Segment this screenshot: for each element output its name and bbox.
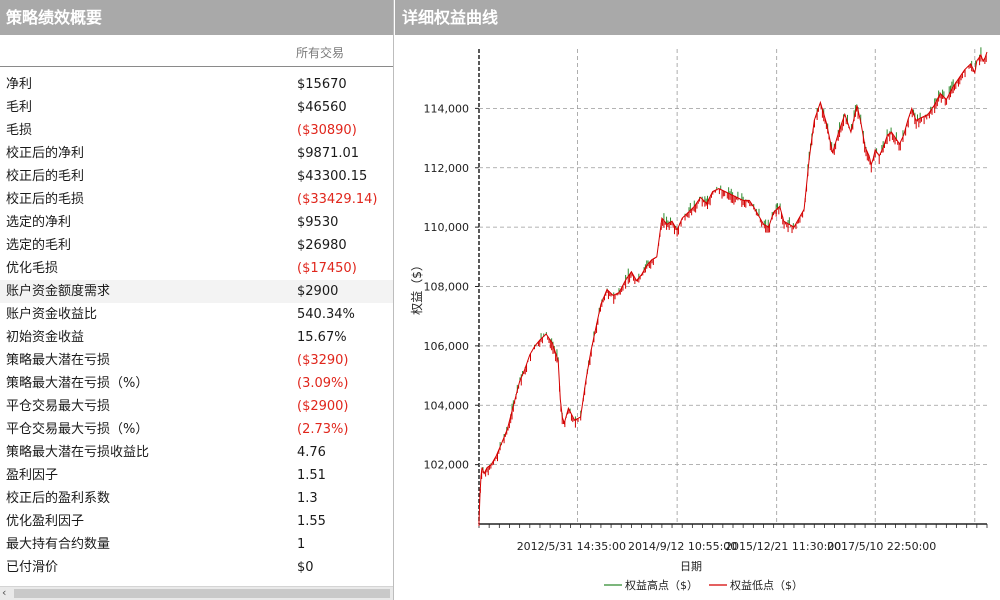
table-row[interactable]: 策略最大潜在亏损（%） (3.09%) [0, 372, 393, 395]
metric-value: ($2900) [297, 399, 349, 414]
metric-label: 净利 [6, 77, 33, 92]
column-header-all-trades[interactable]: 所有交易 [296, 46, 345, 60]
table-row[interactable]: 已付滑价 $0 [0, 556, 393, 579]
table-row[interactable]: 校正后的毛利 $43300.15 [0, 165, 393, 188]
metric-label: 校正后的毛损 [6, 192, 85, 207]
metric-value: $43300.15 [297, 169, 368, 184]
metric-label: 已付滑价 [6, 560, 59, 575]
table-row[interactable]: 毛损 ($30890) [0, 119, 393, 142]
metric-value: (3.09%) [297, 376, 349, 391]
table-row[interactable]: 盈利因子 1.51 [0, 464, 393, 487]
metric-label: 选定的净利 [6, 215, 72, 230]
y-tick-label: 104,000 [424, 399, 470, 412]
metric-value: ($17450) [297, 261, 357, 276]
metric-label: 校正后的毛利 [6, 169, 85, 184]
y-tick-label: 102,000 [424, 459, 470, 472]
metric-value: $2900 [297, 284, 339, 299]
metric-label: 策略最大潜在亏损（%） [6, 376, 149, 391]
metric-label: 初始资金收益 [6, 330, 85, 345]
metric-label: 平仓交易最大亏损（%） [6, 422, 149, 437]
performance-summary-panel: 策略绩效概要 所有交易 净利 $15670 毛利 $46560 毛损 ($30890) 校正… [0, 0, 394, 600]
metric-value: 4.76 [297, 445, 326, 460]
table-row[interactable]: 校正后的净利 $9871.01 [0, 142, 393, 165]
y-tick-label: 114,000 [424, 102, 470, 115]
equity-low-line [478, 51, 988, 522]
table-row[interactable]: 平仓交易最大亏损 ($2900) [0, 395, 393, 418]
y-axis-title: 权益（$） [410, 259, 424, 315]
metric-label: 校正后的盈利系数 [6, 491, 111, 506]
x-tick-label: 2017/5/10 22:50:00 [827, 540, 936, 553]
y-tick-label: 112,000 [424, 162, 470, 175]
metric-label: 盈利因子 [6, 468, 59, 483]
x-tick-label: 2014/9/12 10:55:00 [628, 540, 737, 553]
horizontal-scrollbar[interactable]: ‹ [0, 586, 393, 600]
table-row[interactable]: 最大持有合约数量 1 [0, 533, 393, 556]
metric-value: 1.51 [297, 468, 326, 483]
table-row[interactable]: 校正后的盈利系数 1.3 [0, 487, 393, 510]
table-row[interactable]: 净利 $15670 [0, 73, 393, 96]
table-row[interactable]: 毛利 $46560 [0, 96, 393, 119]
table-row[interactable]: 选定的净利 $9530 [0, 211, 393, 234]
metric-label: 策略最大潜在亏损 [6, 353, 111, 368]
y-tick-label: 106,000 [424, 340, 470, 353]
table-row[interactable]: 策略最大潜在亏损收益比 4.76 [0, 441, 393, 464]
x-tick-label: 2012/5/31 14:35:00 [517, 540, 626, 553]
table-row[interactable]: 选定的毛利 $26980 [0, 234, 393, 257]
equity-curve-title: 详细权益曲线 [395, 0, 1000, 35]
metric-label: 校正后的净利 [6, 146, 85, 161]
metric-label: 账户资金收益比 [6, 307, 98, 322]
metric-value: $15670 [297, 77, 347, 92]
table-row[interactable]: 账户资金收益比 540.34% [0, 303, 393, 326]
table-row[interactable]: 优化毛损 ($17450) [0, 257, 393, 280]
metric-label: 平仓交易最大亏损 [6, 399, 111, 414]
metric-value: 1.3 [297, 491, 318, 506]
metric-value: ($30890) [297, 123, 357, 138]
x-axis-title: 日期 [680, 560, 702, 573]
metric-label: 优化毛损 [6, 261, 59, 276]
legend-label-low: 权益低点（$） [730, 578, 803, 592]
metric-label: 毛损 [6, 123, 33, 138]
table-row[interactable]: 策略最大潜在亏损 ($3290) [0, 349, 393, 372]
metric-label: 策略最大潜在亏损收益比 [6, 445, 150, 460]
x-tick-label: 2015/12/21 11:30:00 [725, 540, 841, 553]
metric-label: 最大持有合约数量 [6, 537, 111, 552]
metric-value: $0 [297, 560, 314, 575]
legend-label-high: 权益高点（$） [625, 578, 698, 592]
metric-label: 账户资金额度需求 [6, 284, 111, 299]
equity-curve-chart[interactable]: 102,000 104,000 106,000 108,000 110,000 112,0… [395, 35, 1000, 600]
metric-value: $9530 [297, 215, 339, 230]
metric-label: 优化盈利因子 [6, 514, 85, 529]
metric-label: 选定的毛利 [6, 238, 72, 253]
metric-label: 毛利 [6, 100, 33, 115]
y-tick-label: 110,000 [424, 221, 470, 234]
metric-value: (2.73%) [297, 422, 349, 437]
table-row[interactable]: 账户资金额度需求 $2900 [0, 280, 393, 303]
chevron-left-icon[interactable]: ‹ [2, 586, 7, 599]
metric-value: ($3290) [297, 353, 349, 368]
performance-summary-title: 策略绩效概要 [0, 0, 393, 35]
column-header-row: 所有交易 [0, 35, 393, 67]
metric-value: 540.34% [297, 307, 355, 322]
metric-value: 1 [297, 537, 306, 552]
y-tick-label: 108,000 [424, 281, 470, 294]
metric-value: 15.67% [297, 330, 347, 345]
metric-value: ($33429.14) [297, 192, 378, 207]
metric-value: $46560 [297, 100, 347, 115]
summary-table: 净利 $15670 毛利 $46560 毛损 ($30890) 校正后的净利 $9871.01… [0, 73, 393, 579]
table-row[interactable]: 校正后的毛损 ($33429.14) [0, 188, 393, 211]
equity-curve-panel: 详细权益曲线 102,000 104,000 106,000 108,000 110,0… [395, 0, 1000, 600]
table-row[interactable]: 优化盈利因子 1.55 [0, 510, 393, 533]
table-row[interactable]: 平仓交易最大亏损（%） (2.73%) [0, 418, 393, 441]
metric-value: 1.55 [297, 514, 326, 529]
table-row[interactable]: 初始资金收益 15.67% [0, 326, 393, 349]
metric-value: $9871.01 [297, 146, 360, 161]
scrollbar-thumb[interactable] [14, 589, 390, 598]
metric-value: $26980 [297, 238, 347, 253]
